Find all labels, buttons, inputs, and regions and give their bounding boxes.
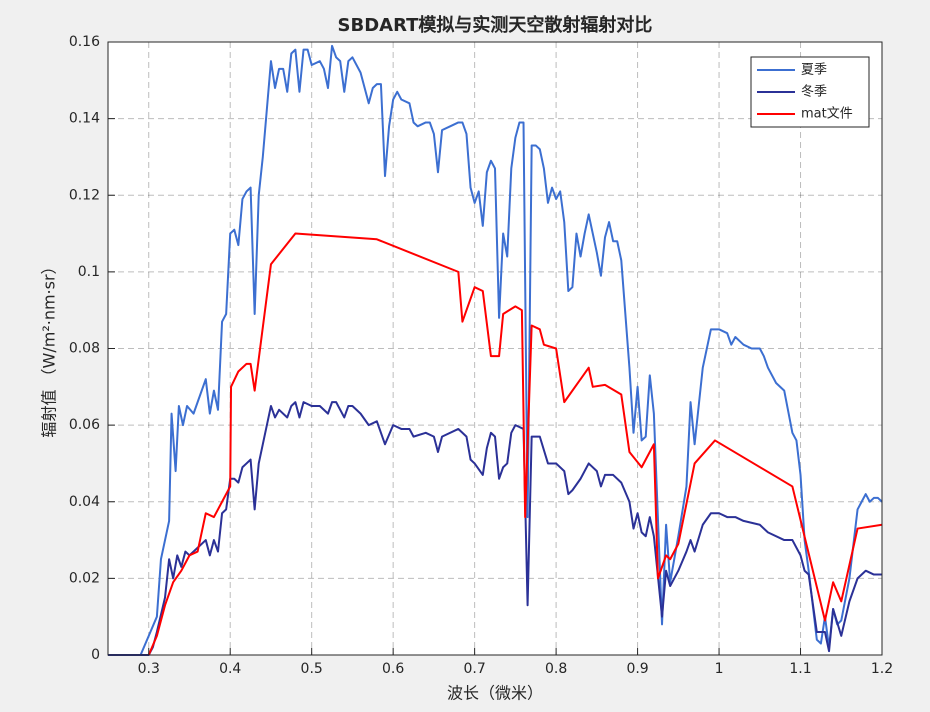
chart-title: SBDART模拟与实测天空散射辐射对比	[338, 14, 653, 36]
x-tick-label: 1.1	[789, 661, 811, 677]
y-tick-label: 0.08	[69, 341, 100, 357]
x-tick-label: 0.7	[463, 661, 485, 677]
series-line	[147, 232, 883, 656]
x-tick-label: 0.9	[626, 661, 648, 677]
x-tick-label: 1.2	[871, 661, 893, 677]
legend-label: 冬季	[801, 84, 827, 100]
x-axis-label: 波长（微米）	[447, 684, 543, 703]
y-axis-label: 辐射值 （W/m²·nm·sr）	[40, 258, 59, 437]
y-tick-label: 0.04	[69, 494, 100, 510]
x-tick-label: 0.5	[301, 661, 323, 677]
y-tick-label: 0.16	[69, 34, 100, 50]
legend-label: mat文件	[801, 107, 853, 122]
x-tick-label: 0.8	[545, 661, 567, 677]
y-tick-label: 0	[91, 647, 100, 663]
y-tick-label: 0.1	[78, 264, 100, 280]
lines	[108, 44, 883, 656]
y-tick-label: 0.12	[69, 187, 100, 203]
y-tick-label: 0.14	[69, 111, 100, 127]
y-tick-label: 0.02	[69, 570, 100, 586]
x-tick-label: 0.4	[219, 661, 241, 677]
x-tick-label: 0.3	[138, 661, 160, 677]
series-line	[108, 401, 882, 656]
series-line	[108, 44, 883, 656]
plot-area	[108, 42, 882, 655]
x-tick-label: 1	[715, 661, 724, 677]
x-tick-label: 0.6	[382, 661, 404, 677]
y-tick-label: 0.06	[69, 417, 100, 433]
legend-label: 夏季	[801, 63, 827, 78]
